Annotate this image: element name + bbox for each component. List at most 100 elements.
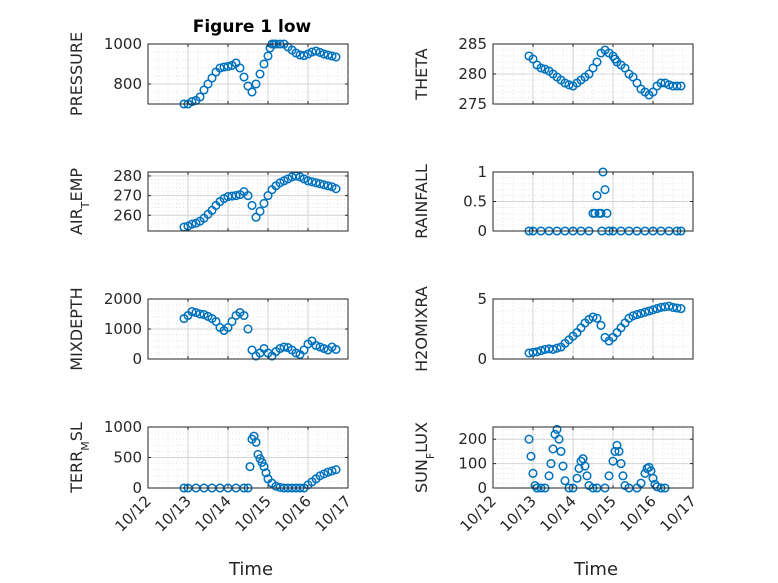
data-point — [255, 69, 265, 79]
data-point — [239, 310, 249, 321]
data-point — [556, 446, 566, 456]
x-axis-label: Time — [228, 559, 273, 580]
y-axis-label-sun-flux: SUNFLUX — [412, 422, 437, 493]
y-tick-label: 2000 — [104, 290, 142, 308]
data-point — [327, 51, 337, 61]
minor-grid-h2omixra — [493, 298, 693, 360]
x-axis-label: Time — [573, 559, 618, 580]
y-tick-label: 285 — [458, 35, 487, 53]
data-point — [652, 304, 662, 314]
data-point — [311, 178, 321, 188]
data-point — [315, 47, 325, 57]
series-mixdepth — [179, 307, 341, 361]
data-point — [632, 310, 642, 320]
y-tick-label: 800 — [113, 75, 142, 93]
y-tick-label: 0 — [477, 222, 487, 240]
data-point — [600, 185, 610, 195]
tick-marks-air-temp — [147, 172, 349, 231]
data-point — [590, 208, 600, 218]
data-point — [199, 85, 209, 95]
data-point — [636, 478, 646, 488]
y-axis-label-pressure: PRESSURE — [67, 32, 86, 116]
data-point — [524, 434, 534, 444]
y-tick-label: 500 — [113, 449, 142, 467]
data-point — [247, 345, 257, 355]
plot-area-pressure — [148, 44, 348, 104]
y-axis-label-terr-msl: TERRMSL — [67, 422, 92, 494]
data-point — [532, 347, 542, 357]
panel-theta: 275 280 285 THETA — [412, 35, 694, 113]
data-point — [263, 51, 273, 61]
panel-sun-flux: 0 100 200 SUNFLUX 10/1210/1310/1410/1510/161… — [412, 422, 700, 580]
data-point — [323, 181, 333, 191]
tick-marks-theta — [492, 43, 694, 105]
data-point — [632, 78, 642, 88]
data-point — [628, 311, 638, 321]
axes-box-air-temp — [147, 171, 349, 232]
data-point — [564, 80, 574, 90]
data-point — [552, 343, 562, 353]
data-point — [235, 63, 245, 73]
y-tick-label: 1000 — [104, 35, 142, 53]
y-tick-label: 0 — [132, 350, 142, 368]
data-point — [616, 459, 626, 469]
data-point — [546, 459, 556, 469]
data-point — [245, 462, 255, 472]
data-point — [271, 481, 281, 491]
data-point — [307, 177, 317, 187]
data-point — [259, 59, 269, 69]
y-axis-label-theta: THETA — [412, 48, 431, 100]
data-point — [251, 437, 261, 447]
data-point — [620, 63, 630, 73]
data-point — [672, 81, 682, 91]
data-point — [251, 79, 261, 89]
data-point — [243, 81, 253, 91]
data-point — [249, 431, 259, 441]
data-point — [203, 79, 213, 89]
data-point — [580, 461, 590, 471]
y-axis-label-h2omixra: H2OMIXRA — [412, 286, 431, 372]
data-point — [592, 57, 602, 67]
data-point — [592, 191, 602, 201]
data-point — [311, 340, 321, 351]
data-point — [303, 176, 313, 186]
tick-marks-rainfall — [492, 171, 694, 232]
panel-rainfall: 0 0.5 1 RAINFALL — [412, 163, 694, 240]
data-point — [588, 312, 598, 322]
data-point — [536, 63, 546, 73]
data-point — [648, 305, 658, 315]
y-tick-label: 200 — [458, 430, 487, 448]
series-air-temp — [179, 171, 341, 232]
y-tick-label: 0 — [477, 350, 487, 368]
data-point — [544, 471, 554, 481]
data-point — [596, 208, 606, 218]
y-tick-label: 0.5 — [463, 193, 487, 211]
panel-pressure: 800 1000 PRESSURE — [67, 32, 349, 116]
y-tick-label: 1000 — [104, 418, 142, 436]
data-point — [552, 424, 562, 434]
data-point — [628, 72, 638, 82]
y-tick-label: 100 — [458, 455, 487, 473]
plot-area-sun-flux — [493, 427, 693, 488]
data-point — [636, 308, 646, 318]
x-tick-label: 10/14 — [537, 492, 580, 535]
plot-area-h2omixra — [493, 299, 693, 359]
data-point — [558, 461, 568, 471]
data-point — [259, 198, 269, 209]
data-point — [315, 342, 325, 352]
axes-box-pressure — [147, 43, 349, 105]
data-point — [257, 457, 267, 467]
data-point — [582, 471, 592, 481]
data-point — [315, 179, 325, 189]
data-point — [664, 301, 674, 311]
data-point — [195, 309, 205, 319]
major-grid-air-temp — [147, 172, 349, 231]
y-axis-label-mixdepth: MIXDEPTH — [67, 287, 86, 370]
x-tick-label: 10/16 — [272, 492, 315, 535]
data-point — [299, 345, 309, 355]
y-tick-label: 1000 — [104, 320, 142, 338]
data-point — [323, 467, 333, 477]
x-tick-label: 10/17 — [312, 492, 355, 535]
data-point — [247, 200, 257, 210]
